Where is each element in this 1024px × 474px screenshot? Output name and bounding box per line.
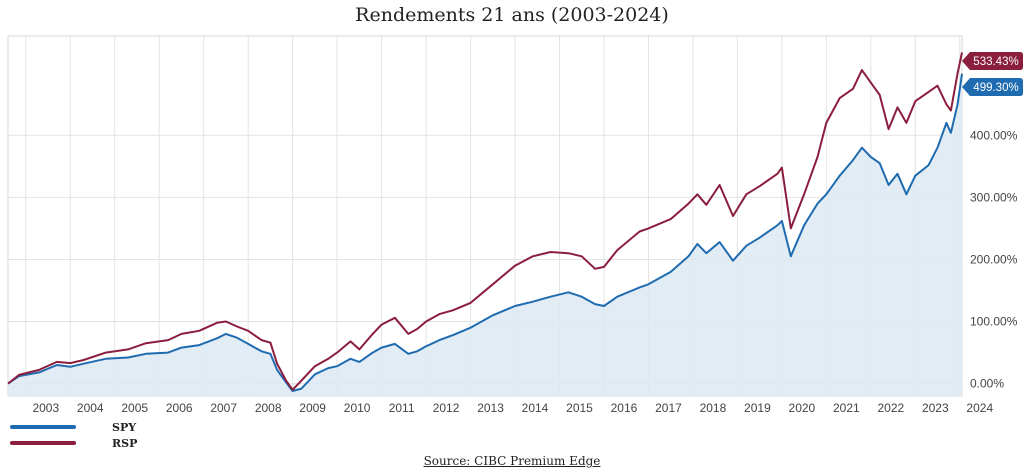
y-tick-label: 400.00% bbox=[970, 128, 1018, 142]
end-label-box bbox=[962, 52, 1023, 70]
x-tick-label: 2019 bbox=[744, 401, 771, 415]
series-line-layer bbox=[7, 52, 963, 392]
y-axis-tick-labels: 0.00% 100.00% 200.00% 300.00% 400.00% bbox=[970, 128, 1018, 390]
legend-label-rsp: RSP bbox=[112, 436, 138, 450]
x-tick-label: 2006 bbox=[166, 401, 193, 415]
x-tick-label: 2010 bbox=[344, 401, 371, 415]
y-tick-label: 200.00% bbox=[970, 252, 1018, 266]
end-label-rsp: 533.43% bbox=[962, 52, 1023, 70]
x-tick-label: 2008 bbox=[255, 401, 282, 415]
y-tick-label: 100.00% bbox=[970, 315, 1018, 329]
x-tick-label: 2021 bbox=[833, 401, 860, 415]
y-tick-label: 300.00% bbox=[970, 190, 1018, 204]
series-area-layer bbox=[8, 73, 962, 396]
source-link[interactable]: Source: CIBC Premium Edge bbox=[423, 454, 601, 468]
line-rsp bbox=[7, 52, 963, 391]
x-tick-label: 2011 bbox=[389, 401, 415, 415]
x-tick-label: 2014 bbox=[522, 401, 549, 415]
x-tick-label: 2015 bbox=[566, 401, 593, 415]
x-tick-label: 2004 bbox=[77, 401, 104, 415]
end-label-text: 533.43% bbox=[973, 56, 1018, 68]
end-label-box bbox=[962, 78, 1023, 96]
x-tick-label: 2005 bbox=[121, 401, 148, 415]
legend-item-rsp: RSP bbox=[10, 434, 137, 452]
series-end-labels: 533.43% 499.30% bbox=[962, 52, 1023, 96]
x-tick-label: 2024 bbox=[966, 401, 993, 415]
x-tick-label: 2017 bbox=[655, 401, 682, 415]
x-tick-label: 2007 bbox=[210, 401, 237, 415]
legend-swatch-rsp bbox=[10, 441, 76, 445]
x-tick-label: 2018 bbox=[700, 401, 727, 415]
x-axis-tick-labels: 2003 2004 2005 2006 2007 2008 2009 2010 2011 2012… bbox=[32, 401, 993, 415]
x-tick-label: 2003 bbox=[32, 401, 59, 415]
legend-item-spy: SPY bbox=[10, 418, 136, 436]
x-tick-label: 2009 bbox=[299, 401, 326, 415]
end-label-spy: 499.30% bbox=[962, 78, 1023, 96]
line-spy bbox=[7, 73, 963, 392]
legend-label-spy: SPY bbox=[112, 420, 137, 434]
x-tick-label: 2016 bbox=[611, 401, 638, 415]
chart-title: Rendements 21 ans (2003-2024) bbox=[355, 4, 669, 26]
x-tick-label: 2012 bbox=[433, 401, 460, 415]
x-tick-label: 2022 bbox=[877, 401, 904, 415]
y-tick-label: 0.00% bbox=[970, 377, 1004, 391]
end-label-text: 499.30% bbox=[973, 82, 1018, 94]
legend-swatch-spy bbox=[10, 425, 76, 429]
area-spy bbox=[8, 73, 962, 396]
x-tick-label: 2013 bbox=[477, 401, 504, 415]
x-tick-label: 2023 bbox=[922, 401, 949, 415]
x-tick-label: 2020 bbox=[789, 401, 816, 415]
